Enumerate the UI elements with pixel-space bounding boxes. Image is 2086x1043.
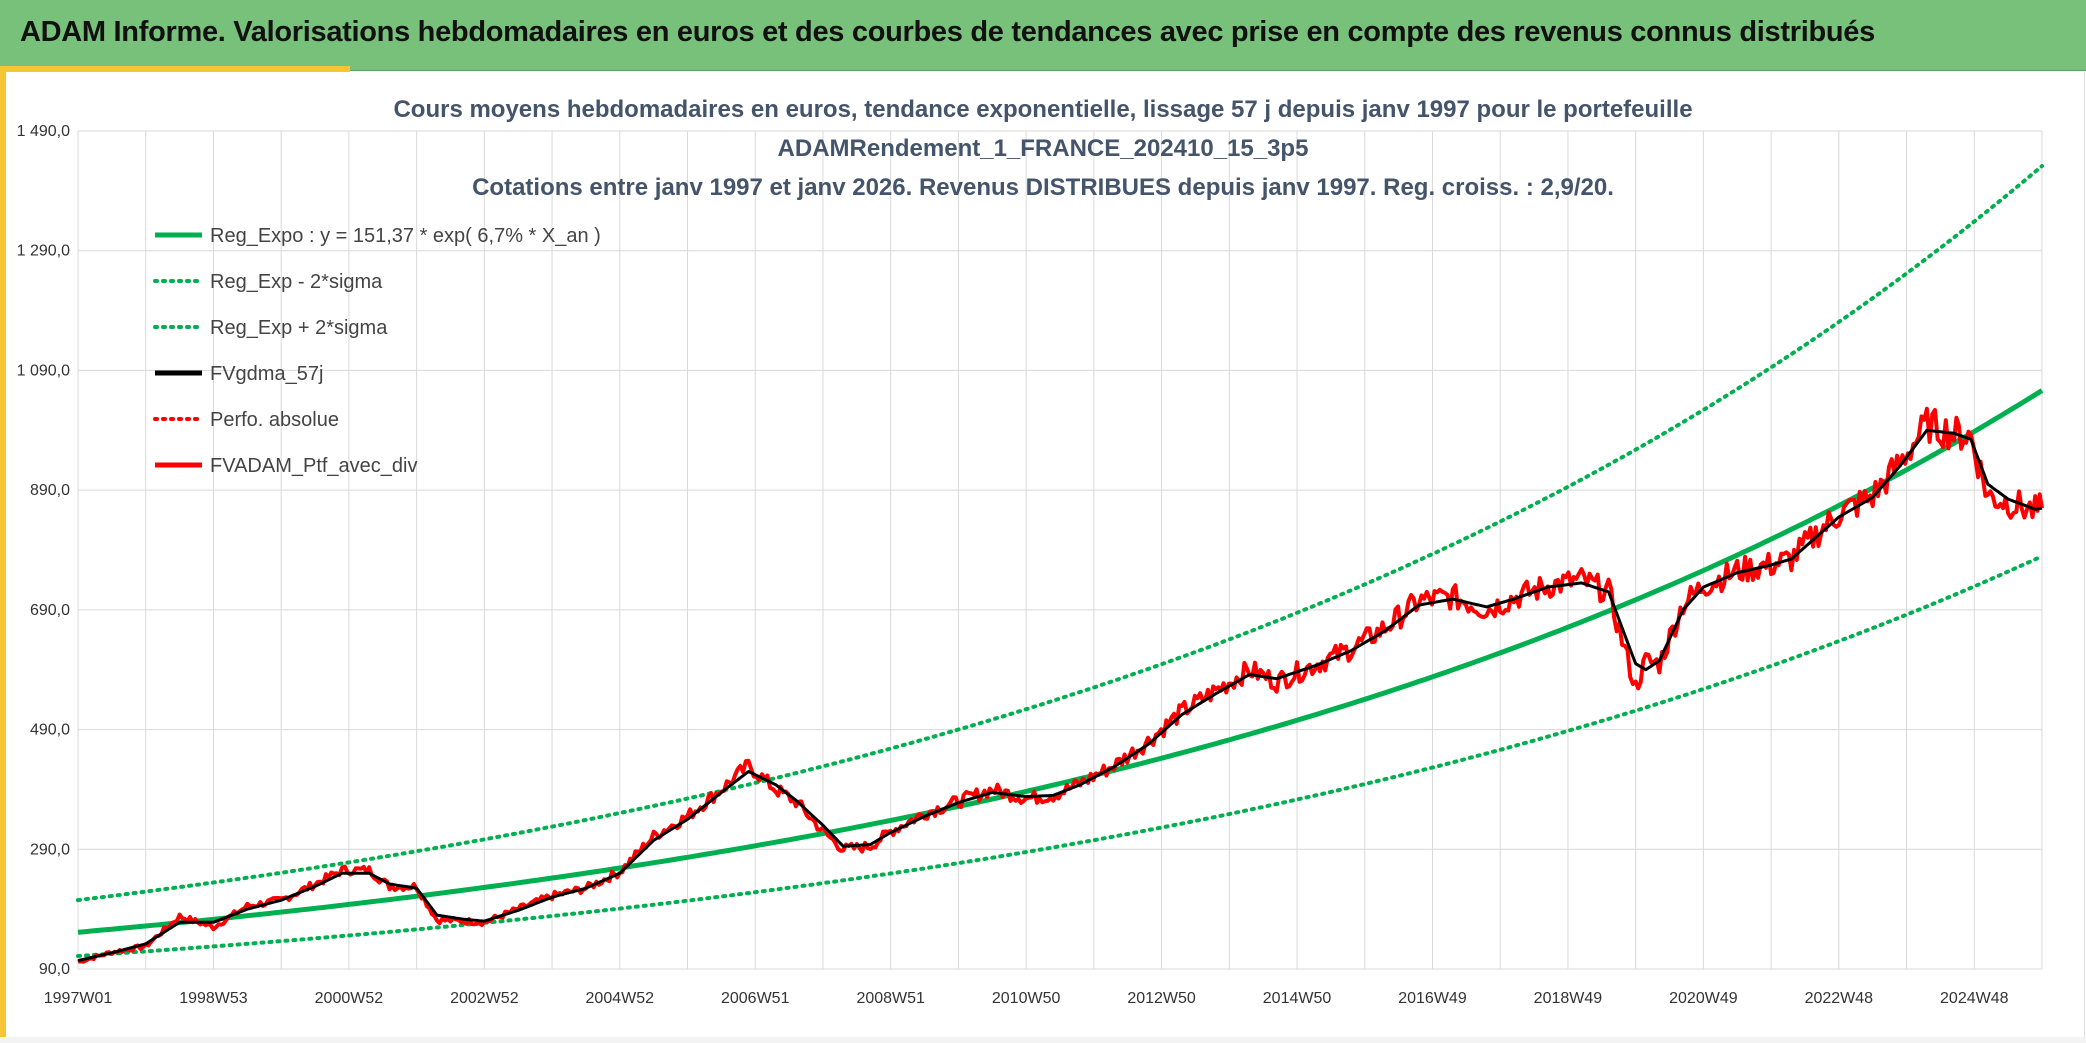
reg-exp-plus-2-sigma-line [76,164,2044,903]
reg-exp-minus-2-sigma-line [76,554,2044,958]
header-banner: ADAM Informe. Valorisations hebdomadaire… [0,0,2086,71]
x-tick-label: 2020W49 [1669,990,1738,1007]
x-tick-label: 2008W51 [856,990,925,1007]
legend-label: FVADAM_Ptf_avec_div [210,455,418,477]
accent-bar-top [0,66,350,72]
x-tick-label: 2002W52 [450,990,519,1007]
x-tick-label: 2000W52 [315,990,384,1007]
legend-label: Perfo. absolue [210,409,339,431]
y-tick-label: 890,0 [30,482,70,499]
legend-label: FVgdma_57j [210,363,323,385]
y-tick-label: 1 090,0 [17,362,70,379]
y-tick-label: 690,0 [30,602,70,619]
x-axis-ticks: 1997W01 1998W53 2000W52 2002W52 2004W52 2006W… [44,990,2009,1007]
fvadam-ptf-avec-div-line [77,406,2044,964]
x-tick-label: 1997W01 [44,990,113,1007]
legend-label: Reg_Exp + 2*sigma [210,317,388,339]
chart-legend: Reg_Expo : y = 151,37 * exp( 6,7% * X_an… [153,225,601,477]
x-tick-label: 2012W50 [1127,990,1196,1007]
legend-label: Reg_Expo : y = 151,37 * exp( 6,7% * X_an… [210,225,601,247]
regression-bands [76,164,2044,958]
y-tick-label: 90,0 [39,961,70,978]
x-tick-label: 2006W51 [721,990,790,1007]
x-tick-label: 2004W52 [586,990,655,1007]
chart-title-line-1: Cours moyens hebdomadaires en euros, ten… [393,96,1692,123]
y-tick-label: 290,0 [30,841,70,858]
x-tick-label: 1998W53 [179,990,248,1007]
data-series [77,406,2044,964]
x-tick-label: 2022W48 [1805,990,1874,1007]
x-tick-label: 2016W49 [1398,990,1467,1007]
chart-title-line-3: Cotations entre janv 1997 et janv 2026. … [472,174,1614,201]
legend-label: Reg_Exp - 2*sigma [210,271,383,293]
chart-title-line-2: ADAMRendement_1_FRANCE_202410_15_3p5 [778,135,1309,162]
x-tick-label: 2010W50 [992,990,1061,1007]
bottom-strip [0,1037,2086,1043]
reg-expo-line [77,388,2044,935]
accent-bar-left [0,72,6,1043]
y-tick-label: 1 290,0 [17,243,70,260]
y-tick-label: 1 490,0 [17,123,70,140]
y-tick-label: 490,0 [30,722,70,739]
fvgdma-57j-line [77,428,2043,963]
x-tick-label: 2018W49 [1534,990,1603,1007]
chart-frame [6,72,2085,1037]
y-axis-ticks: 90,0 290,0 490,0 690,0 890,0 1 090,0 1 290,0 1 … [17,123,70,978]
chart-grid [77,130,2043,970]
x-tick-label: 2024W48 [1940,990,2009,1007]
x-tick-label: 2014W50 [1263,990,1332,1007]
page-title: ADAM Informe. Valorisations hebdomadaire… [20,16,1875,48]
